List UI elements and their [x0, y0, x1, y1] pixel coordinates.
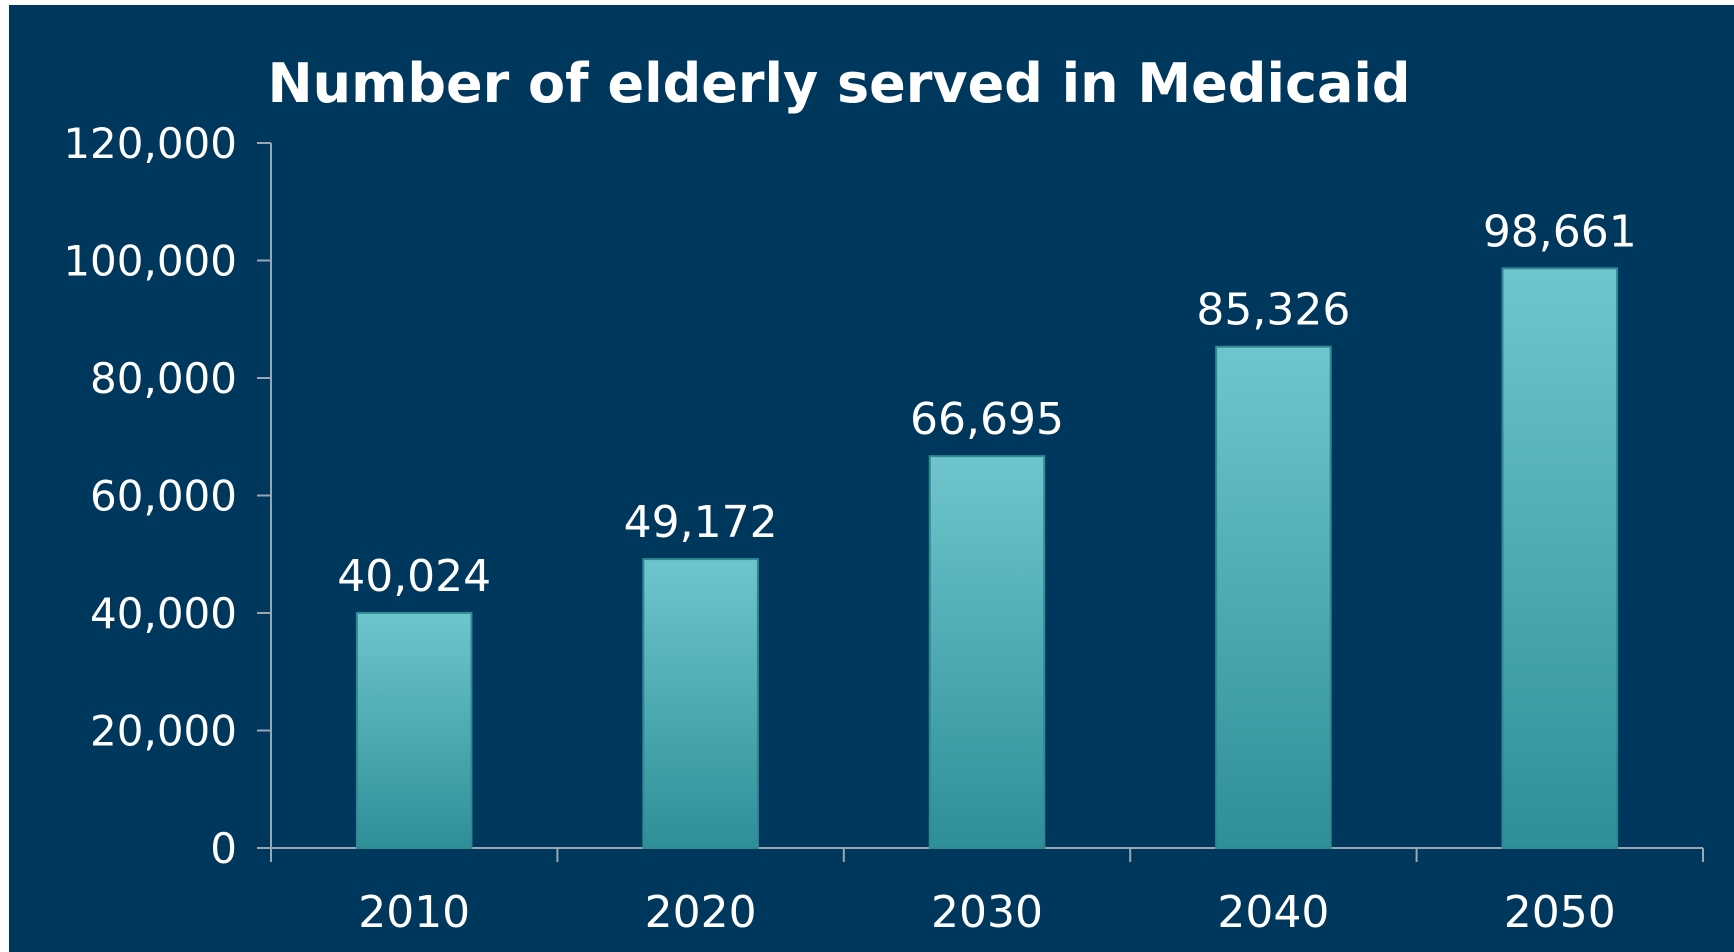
y-tick-label: 40,000 — [90, 589, 237, 638]
x-tick-label: 2040 — [1217, 887, 1329, 938]
data-label-2020: 49,172 — [624, 497, 778, 548]
x-tick-label: 2050 — [1504, 887, 1616, 938]
bars — [355, 267, 1619, 850]
x-axis: 2010 2020 2030 2040 2050 — [270, 847, 1704, 938]
y-tick-label: 80,000 — [90, 354, 237, 403]
data-label-2040: 85,326 — [1196, 285, 1350, 336]
y-tick-label: 60,000 — [90, 472, 237, 521]
y-tick-label: 20,000 — [90, 707, 237, 756]
x-tick-label: 2010 — [358, 887, 470, 938]
bar-2010 — [355, 611, 473, 850]
data-labels: 40,024 49,172 66,695 85,326 98,661 — [337, 206, 1637, 601]
y-tick-label: 0 — [210, 824, 237, 873]
y-axis: 0 20,000 40,000 60,000 80,000 100,000 120,000 — [63, 119, 272, 873]
data-label-2010: 40,024 — [337, 551, 491, 602]
bar-2020 — [642, 558, 759, 849]
data-label-2030: 66,695 — [910, 394, 1064, 445]
x-tick-label: 2020 — [645, 887, 757, 938]
chart-panel: Number of elderly served in Medicaid 0 20… — [9, 5, 1734, 952]
x-tick-label: 2030 — [931, 887, 1043, 938]
chart-title: Number of elderly served in Medicaid — [267, 52, 1410, 115]
y-tick-label: 100,000 — [63, 237, 237, 286]
bar-2030 — [928, 455, 1046, 849]
bar-chart: Number of elderly served in Medicaid 0 20… — [63, 52, 1704, 938]
bar-2040 — [1215, 345, 1332, 849]
data-label-2050: 98,661 — [1483, 206, 1637, 257]
bar-2050 — [1501, 267, 1619, 849]
y-tick-label: 120,000 — [63, 119, 237, 168]
